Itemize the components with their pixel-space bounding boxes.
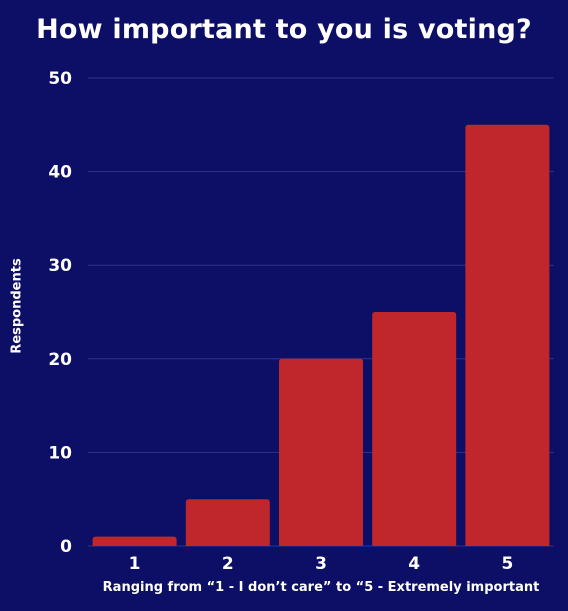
bar — [372, 312, 457, 546]
x-axis-label: Ranging from “1 - I don’t care” to “5 - … — [102, 580, 540, 595]
bar — [92, 536, 177, 546]
y-tick-label: 40 — [48, 163, 72, 183]
x-tick-label: 2 — [222, 554, 234, 574]
y-tick-label: 10 — [48, 443, 72, 463]
bar — [279, 358, 363, 546]
bar — [465, 124, 550, 547]
x-tick-label: 3 — [315, 554, 327, 574]
y-tick-label: 20 — [48, 350, 72, 370]
x-tick-label: 1 — [129, 554, 141, 574]
chart-title: How important to you is voting? — [36, 14, 532, 45]
x-tick-label: 5 — [501, 554, 513, 574]
y-tick-label: 0 — [60, 537, 72, 557]
x-tick-label: 4 — [408, 554, 420, 574]
y-tick-label: 30 — [48, 256, 72, 276]
bar — [185, 499, 270, 546]
y-tick-label: 50 — [48, 69, 72, 89]
